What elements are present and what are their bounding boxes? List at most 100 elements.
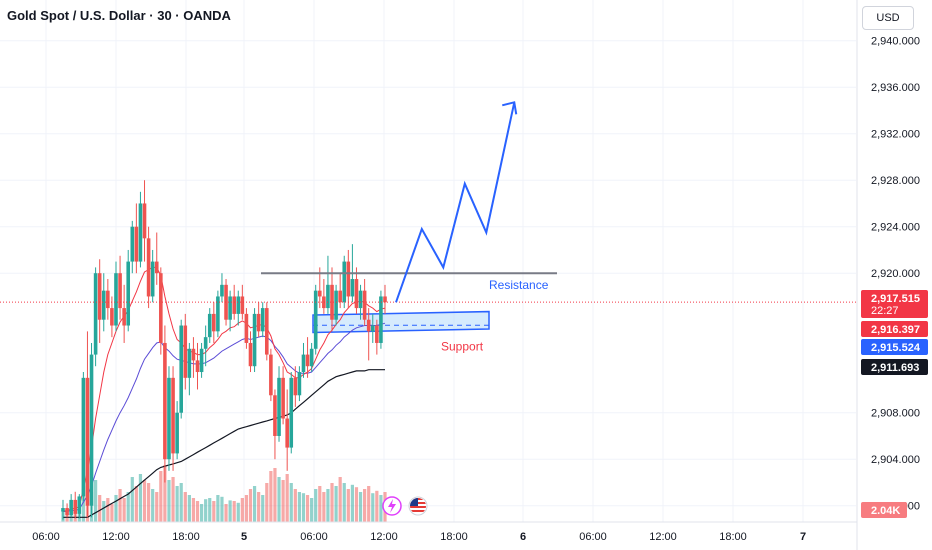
- volume-bar: [228, 500, 232, 522]
- candle-body: [273, 395, 277, 436]
- volume-bar: [171, 477, 175, 522]
- candle-body: [330, 284, 334, 320]
- volume-bar: [142, 480, 147, 522]
- candle-body: [244, 313, 249, 343]
- candle-body: [142, 203, 147, 239]
- candle-body: [317, 290, 322, 297]
- volume-bar: [134, 486, 138, 522]
- volume-bar: [318, 486, 322, 522]
- price-tick-label: 2,924.000: [871, 222, 920, 234]
- candle-body: [289, 377, 294, 448]
- candle-body: [122, 308, 126, 326]
- volume-bar: [326, 489, 330, 522]
- time-tick-label: 12:00: [370, 531, 398, 543]
- volume-bar: [183, 492, 187, 522]
- candle-body: [138, 203, 143, 262]
- volume-bar: [301, 493, 306, 522]
- price-axis[interactable]: 2,940.000 2,936.000 2,932.000 2,928.000 2,92…: [856, 0, 928, 550]
- resistance-label: Resistance: [489, 278, 549, 292]
- candle-body: [207, 313, 212, 338]
- candle-body: [326, 284, 330, 309]
- candle-body: [159, 273, 163, 343]
- volume-bar: [269, 471, 273, 522]
- candle-body: [61, 508, 65, 512]
- volume-bar: [163, 465, 167, 522]
- price-tick-label: 2,932.000: [871, 129, 920, 141]
- candle-body: [346, 261, 351, 297]
- volume-bar: [220, 496, 224, 522]
- candle-body: [130, 226, 135, 262]
- volume-bar: [138, 474, 143, 522]
- price-label-text: 2,916.397: [871, 324, 920, 336]
- candle-body: [375, 325, 379, 343]
- volume-bar: [379, 495, 383, 522]
- candle-body: [269, 354, 273, 396]
- time-tick-label: 7: [800, 531, 806, 543]
- price-label-box: [861, 321, 928, 337]
- candle-body: [101, 290, 106, 320]
- support-label: Support: [441, 339, 484, 353]
- candle-body: [301, 354, 306, 373]
- volume-bar: [236, 502, 240, 522]
- candle-body: [187, 348, 192, 378]
- price-tick-label: 2,928.000: [871, 175, 920, 187]
- candle-body: [110, 308, 114, 326]
- price-label-box: [861, 290, 928, 318]
- candle-body: [379, 296, 383, 343]
- candle-body: [305, 354, 310, 367]
- candle-body: [383, 296, 387, 303]
- volume-bar: [212, 501, 216, 522]
- candle-body: [93, 273, 98, 355]
- volume-bar: [118, 489, 122, 522]
- candle-body: [81, 377, 86, 497]
- time-tick-label: 18:00: [440, 531, 468, 543]
- moving-averages: [62, 266, 386, 518]
- volume-bar: [289, 483, 293, 522]
- candle-body: [264, 308, 269, 355]
- candle-body: [281, 377, 285, 419]
- candle-body: [216, 296, 220, 332]
- volume-bar: [285, 474, 289, 522]
- volume-bar: [338, 477, 342, 522]
- volume-bar: [155, 492, 159, 522]
- candle-body: [322, 296, 326, 309]
- candle-body: [97, 273, 102, 320]
- candle-body: [191, 348, 196, 361]
- volume-bar: [110, 504, 114, 522]
- candle-body: [350, 279, 355, 297]
- candle-body: [195, 360, 200, 373]
- candle-body: [199, 348, 204, 373]
- price-tick-label: 2,936.000: [871, 82, 920, 94]
- time-tick-label: 12:00: [102, 531, 130, 543]
- volume-bar: [346, 489, 350, 522]
- volume-bar: [191, 498, 196, 522]
- volume-bar: [375, 490, 379, 522]
- candle-body: [73, 499, 78, 514]
- candle-body: [163, 342, 167, 460]
- volume-bar: [248, 489, 253, 522]
- projection-path: [395, 102, 516, 303]
- time-tick-label: 06:00: [300, 531, 328, 543]
- us-flag-event-icon[interactable]: [408, 496, 428, 516]
- candle-body: [309, 348, 314, 367]
- candle-body: [342, 261, 347, 303]
- time-axis[interactable]: 06:00 12:00 18:00 5 06:00 12:00 18:00 6 06:00 12:…: [0, 521, 857, 543]
- time-tick-label: 18:00: [719, 531, 747, 543]
- price-tick-label: 2,904.000: [871, 454, 920, 466]
- candle-body: [179, 325, 184, 413]
- chart-title: Gold Spot / U.S. Dollar · 30 · OANDA: [7, 8, 231, 23]
- volume-bar: [314, 489, 318, 522]
- candle-body: [252, 313, 257, 367]
- volume-bar: [354, 487, 359, 522]
- volume-bar: [334, 486, 338, 522]
- volume-bar: [305, 495, 310, 522]
- volume-bar: [81, 489, 85, 522]
- volume-bar: [208, 498, 212, 522]
- flash-event-icon[interactable]: [382, 496, 402, 516]
- candle-body: [203, 337, 208, 349]
- volume-bar: [358, 492, 363, 522]
- candle-body: [175, 412, 179, 454]
- currency-button[interactable]: USD: [862, 6, 914, 30]
- candle-body: [183, 325, 188, 378]
